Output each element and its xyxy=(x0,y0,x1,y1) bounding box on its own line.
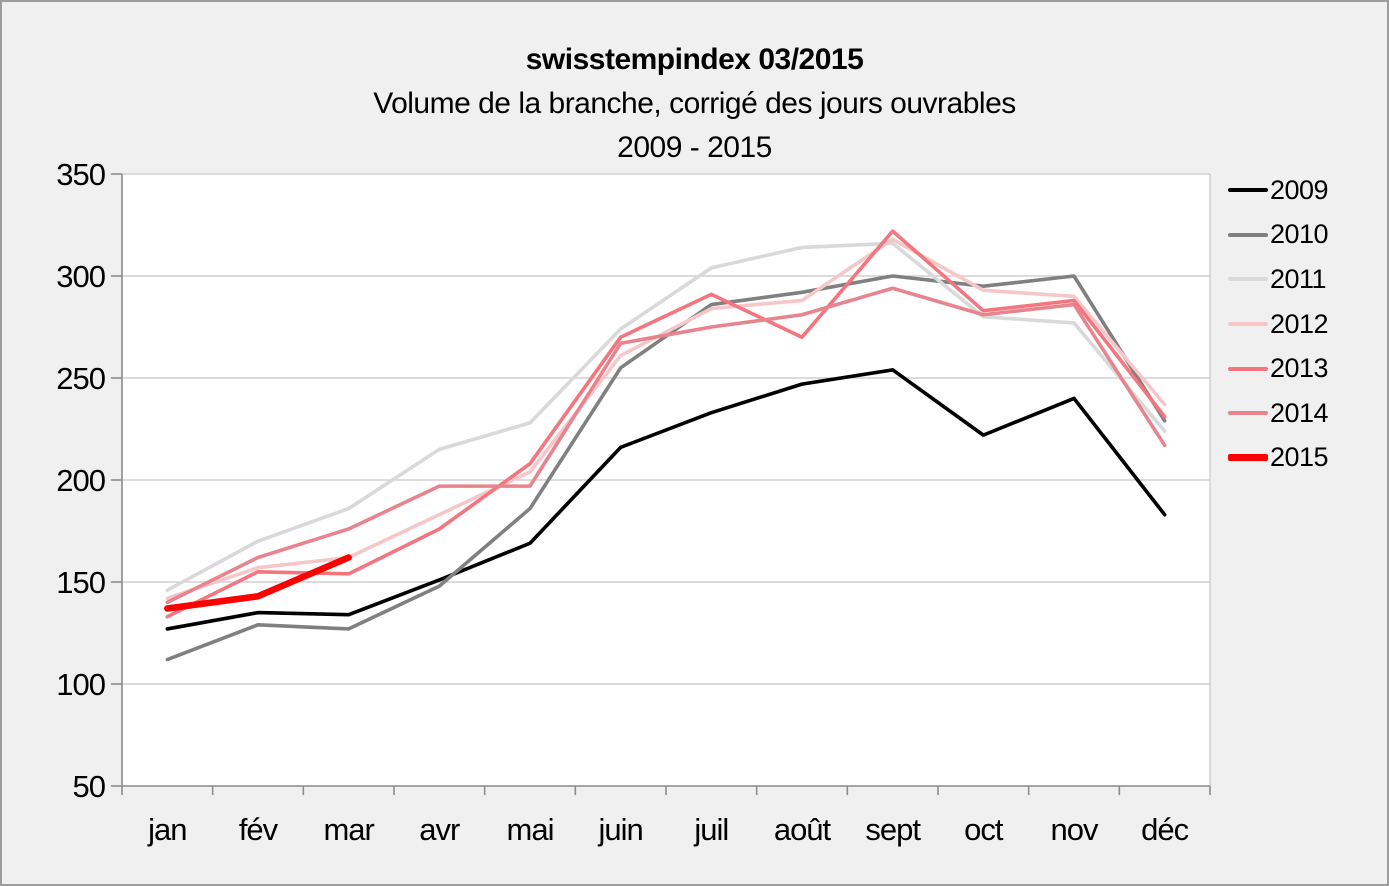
y-axis-label-150: 150 xyxy=(56,565,105,600)
x-axis-label-déc: déc xyxy=(1141,812,1188,847)
x-axis-label-nov: nov xyxy=(1051,812,1099,847)
legend-swatch-2013 xyxy=(1228,366,1268,371)
chart-period: 2009 - 2015 xyxy=(617,131,772,164)
series-line-2011 xyxy=(165,241,1167,592)
legend-label-2011: 2011 xyxy=(1270,263,1327,294)
y-axis-label-350: 350 xyxy=(56,157,105,192)
x-axis-label-août: août xyxy=(774,812,832,847)
legend-item-2012: 2012 xyxy=(1228,302,1378,347)
series-line-2015 xyxy=(164,554,352,612)
x-axis-label-sept: sept xyxy=(865,812,921,847)
y-axis-label-200: 200 xyxy=(56,463,105,498)
legend-swatch-2011 xyxy=(1228,277,1268,282)
chart-title-block: swisstempindex 03/2015 Volume de la bran… xyxy=(2,38,1387,170)
y-axis-label-300: 300 xyxy=(56,259,105,294)
legend-swatch-2014 xyxy=(1228,411,1268,416)
y-axis-label-50: 50 xyxy=(73,769,106,804)
legend-label-2010: 2010 xyxy=(1270,219,1329,250)
x-axis-label-avr: avr xyxy=(419,812,460,847)
x-axis-label-mar: mar xyxy=(323,812,374,847)
x-axis-label-mai: mai xyxy=(507,812,554,847)
series-line-2014 xyxy=(165,286,1167,605)
x-axis-label-jan: jan xyxy=(147,812,186,847)
y-axis-label-100: 100 xyxy=(56,667,105,702)
legend-item-2015: 2015 xyxy=(1228,436,1378,481)
legend-swatch-2010 xyxy=(1228,232,1268,237)
series-line-2012 xyxy=(165,237,1167,601)
x-axis-label-juil: juil xyxy=(693,812,728,847)
chart-subtitle: Volume de la branche, corrigé des jours … xyxy=(373,87,1016,120)
x-axis-label-fév: fév xyxy=(239,812,279,847)
legend-item-2010: 2010 xyxy=(1228,213,1378,258)
chart-legend: 2009 2010 2011 2012 2013 2014 2015 xyxy=(1228,168,1378,480)
series-line-2009 xyxy=(165,368,1167,631)
legend-label-2015: 2015 xyxy=(1270,442,1329,473)
legend-label-2013: 2013 xyxy=(1270,353,1329,384)
series-line-2013 xyxy=(165,229,1167,619)
legend-swatch-2012 xyxy=(1228,322,1268,327)
legend-swatch-2015 xyxy=(1228,454,1268,462)
legend-item-2014: 2014 xyxy=(1228,391,1378,436)
x-axis-label-oct: oct xyxy=(964,812,1004,847)
legend-item-2013: 2013 xyxy=(1228,346,1378,391)
legend-swatch-2009 xyxy=(1228,188,1268,193)
x-axis-label-juin: juin xyxy=(598,812,643,847)
legend-item-2009: 2009 xyxy=(1228,168,1378,213)
y-axis-label-250: 250 xyxy=(56,361,105,396)
legend-label-2012: 2012 xyxy=(1270,308,1329,339)
legend-label-2009: 2009 xyxy=(1270,174,1329,205)
legend-item-2011: 2011 xyxy=(1228,257,1378,302)
chart-title: swisstempindex 03/2015 xyxy=(525,43,864,76)
legend-label-2014: 2014 xyxy=(1270,397,1329,428)
